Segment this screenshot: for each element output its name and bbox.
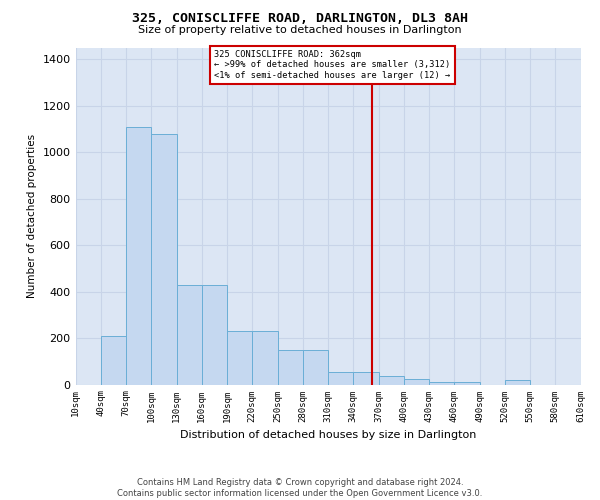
Bar: [429, 382, 454, 384]
Text: 325 CONISCLIFFE ROAD: 362sqm
← >99% of detached houses are smaller (3,312)
<1% o: 325 CONISCLIFFE ROAD: 362sqm ← >99% of d…: [214, 50, 451, 80]
Bar: [303, 350, 328, 384]
Text: 325, CONISCLIFFE ROAD, DARLINGTON, DL3 8AH: 325, CONISCLIFFE ROAD, DARLINGTON, DL3 8…: [132, 12, 468, 26]
Bar: [454, 382, 479, 384]
Bar: [278, 350, 303, 384]
Bar: [353, 372, 379, 384]
Bar: [202, 284, 227, 384]
Bar: [252, 331, 278, 384]
Bar: [505, 380, 530, 384]
Bar: [328, 372, 353, 384]
Bar: [176, 284, 202, 384]
Bar: [404, 378, 429, 384]
Text: Size of property relative to detached houses in Darlington: Size of property relative to detached ho…: [138, 25, 462, 35]
Bar: [379, 376, 404, 384]
Bar: [151, 134, 176, 384]
Y-axis label: Number of detached properties: Number of detached properties: [27, 134, 37, 298]
Bar: [101, 336, 126, 384]
Bar: [126, 126, 151, 384]
Bar: [227, 331, 252, 384]
X-axis label: Distribution of detached houses by size in Darlington: Distribution of detached houses by size …: [180, 430, 476, 440]
Text: Contains HM Land Registry data © Crown copyright and database right 2024.
Contai: Contains HM Land Registry data © Crown c…: [118, 478, 482, 498]
